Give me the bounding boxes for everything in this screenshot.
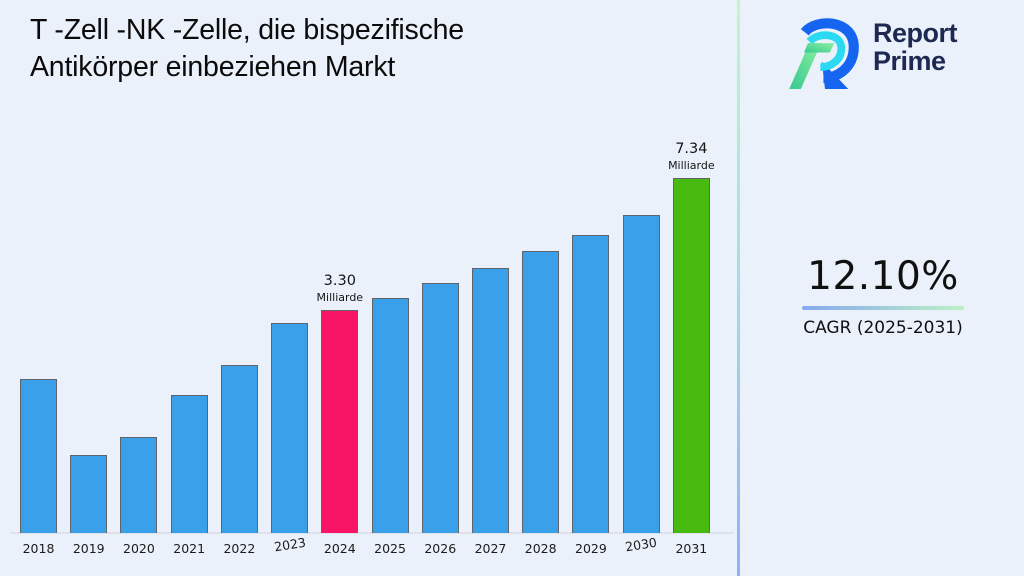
bar-column-2026: 2026 bbox=[421, 130, 459, 556]
x-tick-label-2028: 2028 bbox=[524, 541, 557, 556]
bar-column-2030: 2030 bbox=[622, 130, 660, 554]
page-title: T -Zell -NK -Zelle, die bispezifische An… bbox=[30, 12, 670, 86]
bar-column-2023: 2023 bbox=[271, 130, 309, 554]
bar-2022 bbox=[220, 365, 258, 533]
page-title-line2: Antikörper einbeziehen Markt bbox=[30, 51, 396, 84]
bar-value-annotation-2024: 3.30 Milliarde bbox=[317, 273, 364, 304]
cagr-label: CAGR (2025-2031) bbox=[803, 318, 963, 338]
bar-2031 bbox=[672, 178, 710, 533]
bar-column-2027: 2027 bbox=[471, 130, 509, 556]
bar-2026 bbox=[421, 283, 459, 533]
x-axis-baseline bbox=[10, 532, 734, 534]
bar-2018 bbox=[20, 379, 57, 533]
annotation-unit: Milliarde bbox=[668, 159, 715, 172]
bar-2025 bbox=[371, 298, 409, 533]
cagr-block: 12.10% CAGR (2025-2031) bbox=[778, 254, 988, 338]
annotation-value: 3.30 bbox=[323, 273, 356, 289]
report-prime-logo-text: Report Prime bbox=[873, 18, 958, 76]
bar-2029 bbox=[572, 235, 610, 533]
logo-word-prime: Prime bbox=[873, 45, 946, 76]
x-tick-label-2022: 2022 bbox=[223, 541, 256, 556]
bar-column-2025: 2025 bbox=[371, 130, 409, 556]
bar-column-2024: 3.30 Milliarde 2024 bbox=[317, 130, 364, 556]
x-tick-label-2029: 2029 bbox=[575, 541, 607, 556]
x-tick-label-2030: 2030 bbox=[624, 534, 659, 555]
bar-column-2028: 2028 bbox=[522, 130, 560, 556]
bar-column-2021: 2021 bbox=[170, 130, 208, 556]
report-prime-logo-icon bbox=[789, 18, 859, 89]
logo-word-report: Report bbox=[873, 18, 958, 48]
bar-chart: 2018 2019 2020 2021 2022 2023 3.30 Milliarde 202… bbox=[20, 130, 715, 556]
x-tick-label-2027: 2027 bbox=[474, 541, 507, 556]
bar-2019 bbox=[70, 455, 108, 533]
x-tick-label-2021: 2021 bbox=[173, 541, 206, 556]
vertical-divider bbox=[737, 0, 740, 576]
bar-2023 bbox=[271, 323, 309, 533]
x-tick-label-2023: 2023 bbox=[272, 534, 307, 555]
annotation-value: 7.34 bbox=[675, 141, 708, 157]
cagr-underline bbox=[802, 306, 964, 310]
bar-2030 bbox=[622, 215, 660, 533]
x-tick-label-2019: 2019 bbox=[72, 541, 105, 556]
x-tick-label-2018: 2018 bbox=[22, 541, 55, 556]
bar-2020 bbox=[120, 437, 158, 533]
page-title-line1: T -Zell -NK -Zelle, die bispezifische bbox=[30, 14, 464, 46]
x-tick-label-2020: 2020 bbox=[123, 541, 155, 556]
x-tick-label-2025: 2025 bbox=[374, 541, 406, 556]
annotation-unit: Milliarde bbox=[316, 291, 364, 304]
bar-column-2020: 2020 bbox=[120, 130, 158, 556]
bar-column-2029: 2029 bbox=[572, 130, 610, 556]
bar-value-annotation-2031: 7.34 Milliarde bbox=[668, 141, 715, 172]
x-tick-label-2031: 2031 bbox=[675, 541, 708, 556]
bar-2027 bbox=[471, 268, 509, 533]
cagr-value: 12.10% bbox=[807, 254, 959, 299]
bar-column-2031: 7.34 Milliarde 2031 bbox=[668, 130, 715, 556]
bar-2021 bbox=[170, 395, 208, 533]
report-prime-logo: Report Prime bbox=[786, 12, 958, 96]
bar-2028 bbox=[522, 251, 560, 533]
bar-column-2019: 2019 bbox=[70, 130, 108, 556]
x-tick-label-2024: 2024 bbox=[323, 541, 356, 556]
bar-column-2022: 2022 bbox=[220, 130, 258, 556]
bar-2024 bbox=[321, 310, 359, 533]
bar-column-2018: 2018 bbox=[20, 130, 57, 556]
x-tick-label-2026: 2026 bbox=[424, 541, 457, 556]
